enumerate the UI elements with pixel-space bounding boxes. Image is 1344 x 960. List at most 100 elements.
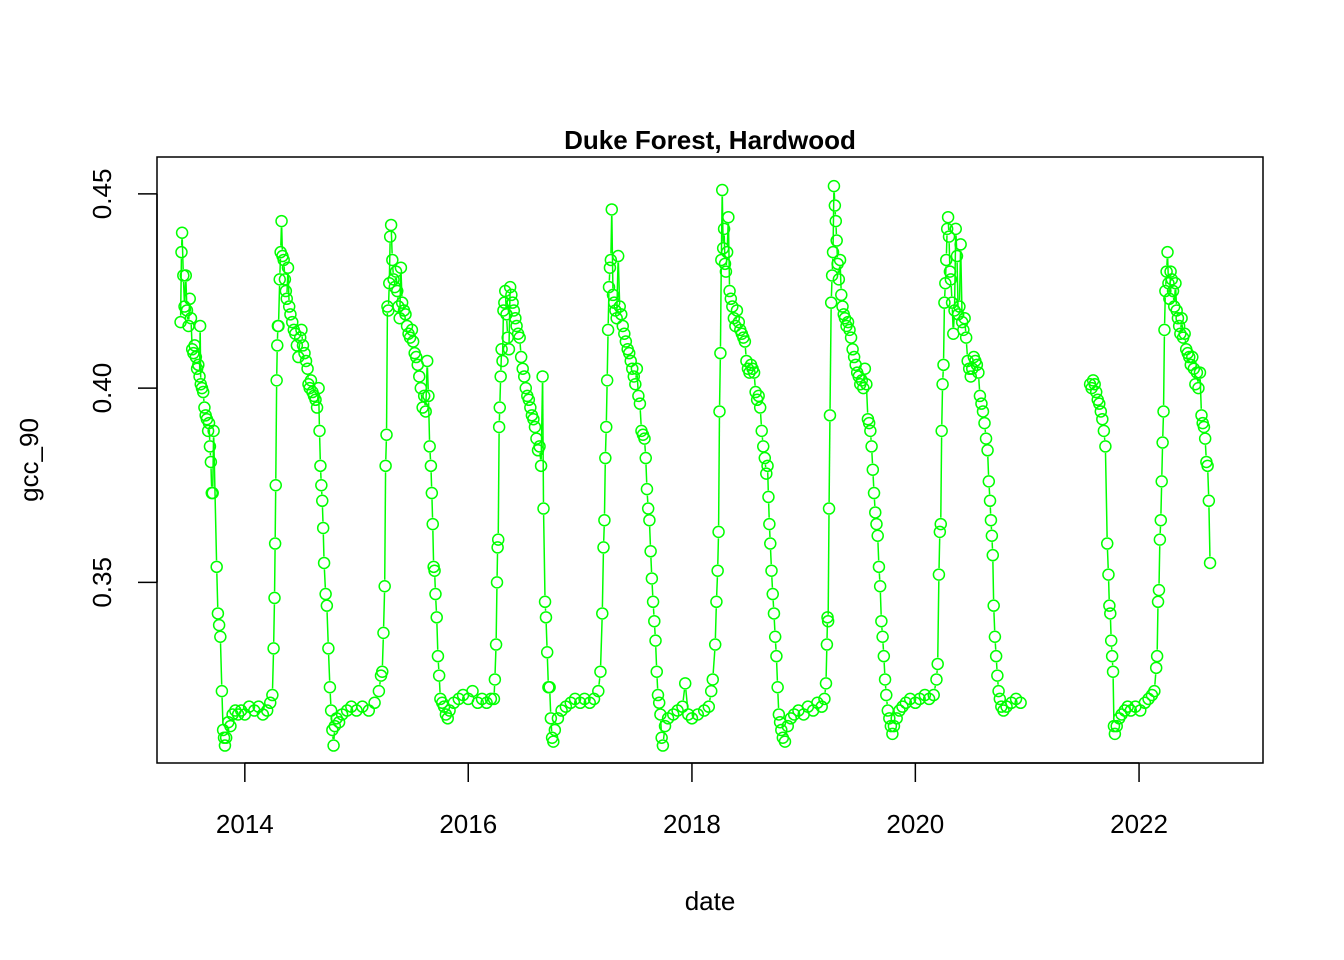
data-point — [730, 304, 744, 317]
series-segment — [825, 650, 828, 677]
data-point — [602, 280, 616, 294]
data-point — [309, 393, 322, 407]
data-point — [490, 576, 504, 589]
data-point — [1102, 568, 1115, 581]
x-tick-label: 2014 — [216, 809, 274, 839]
series-segment — [883, 662, 886, 674]
data-point — [632, 389, 645, 403]
data-point — [893, 704, 906, 717]
data-point — [573, 696, 587, 710]
data-point — [886, 727, 899, 741]
data-point — [1112, 712, 1126, 725]
x-tick-label: 2018 — [663, 809, 721, 839]
series-segment — [656, 678, 659, 689]
data-point — [823, 409, 837, 422]
series-segment — [940, 437, 943, 518]
series-segment — [718, 359, 722, 405]
series-segment — [942, 309, 946, 359]
data-point — [723, 284, 736, 298]
data-point — [964, 370, 977, 383]
data-point — [1169, 277, 1182, 290]
data-point — [781, 719, 794, 733]
data-point — [732, 315, 746, 329]
series-segment — [719, 266, 723, 347]
x-tick-label: 2022 — [1110, 809, 1168, 839]
series-segment — [717, 417, 721, 526]
series-segment — [987, 456, 990, 475]
data-point — [644, 545, 657, 558]
data-point — [706, 673, 720, 686]
series-segment — [277, 285, 281, 320]
series-segment — [420, 394, 423, 402]
data-point — [982, 475, 996, 488]
data-point — [189, 350, 203, 364]
data-point — [957, 323, 970, 337]
data-point — [430, 611, 443, 624]
data-point — [315, 479, 328, 492]
series-segment — [777, 693, 780, 708]
data-point — [224, 719, 237, 733]
data-point — [505, 288, 518, 302]
series-segment — [769, 549, 772, 565]
series-segment — [1166, 258, 1169, 277]
series-segment — [759, 413, 763, 425]
data-point — [984, 513, 998, 527]
data-point — [1190, 366, 1204, 379]
data-point — [654, 708, 667, 721]
series-segment — [948, 243, 951, 266]
series-segment — [827, 515, 830, 615]
data-point — [619, 335, 633, 348]
series-segment — [956, 262, 959, 308]
data-point — [340, 704, 354, 717]
plot-frame — [156, 156, 1264, 764]
data-point — [320, 599, 334, 612]
data-point — [832, 273, 846, 286]
data-point — [1103, 599, 1116, 612]
data-point — [835, 288, 848, 302]
data-point — [678, 677, 692, 690]
data-point — [1014, 696, 1027, 710]
data-point — [615, 308, 628, 321]
data-point — [269, 479, 282, 492]
data-point — [594, 665, 607, 678]
series-segment — [326, 612, 329, 642]
data-point — [605, 203, 619, 216]
series-segment — [382, 592, 386, 627]
data-point — [1156, 436, 1169, 449]
data-point — [1099, 440, 1112, 453]
data-point — [936, 378, 949, 391]
data-point — [600, 374, 614, 387]
data-point — [626, 362, 639, 375]
data-point — [815, 700, 828, 713]
data-point — [711, 564, 724, 577]
data-point — [844, 331, 858, 344]
data-point — [1097, 424, 1111, 438]
data-point — [207, 424, 220, 438]
data-point — [765, 564, 778, 577]
series-segment — [829, 309, 832, 409]
series-segment — [329, 693, 332, 705]
data-point — [528, 420, 542, 434]
data-point — [762, 490, 775, 504]
data-point — [603, 261, 617, 274]
data-point — [517, 370, 531, 383]
data-point — [592, 684, 605, 698]
data-point — [218, 739, 232, 752]
data-point — [771, 681, 784, 694]
series-layer — [174, 179, 1217, 752]
series-segment — [606, 336, 609, 374]
data-point — [843, 323, 856, 337]
series-segment — [598, 678, 601, 685]
data-point — [1093, 397, 1106, 410]
series-segment — [494, 650, 497, 674]
data-point — [975, 397, 988, 410]
data-point — [319, 587, 332, 601]
data-point — [945, 296, 959, 309]
data-point — [509, 311, 522, 325]
data-point — [275, 214, 288, 228]
series-segment — [1104, 452, 1108, 538]
data-point — [180, 304, 194, 317]
data-point — [399, 308, 412, 321]
data-point — [611, 249, 625, 263]
data-point — [606, 288, 620, 302]
